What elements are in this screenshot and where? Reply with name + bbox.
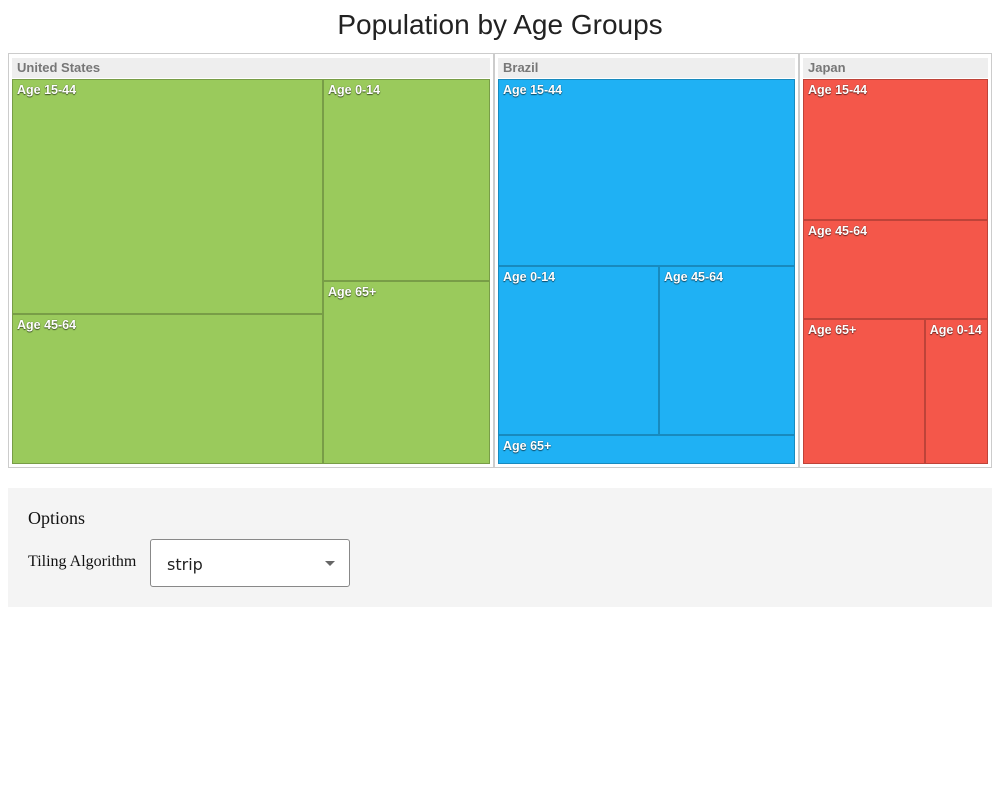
tiling-algorithm-select[interactable]: strip [150, 539, 350, 587]
treemap-tile-label: Age 45-64 [17, 318, 77, 333]
treemap-group-body: Age 15-44 Age 0-14 Age 45-64 Age 65+ [12, 79, 490, 464]
treemap-tile-label: Age 15-44 [808, 83, 868, 97]
treemap-tile[interactable]: Age 45-64 [803, 220, 988, 320]
treemap-tile-label: Age 15-44 [503, 83, 563, 97]
treemap-tile-label: Age 15-44 [17, 83, 77, 97]
treemap-tile-label: Age 0-14 [929, 323, 982, 338]
treemap-tile-label: Age 65+ [503, 439, 552, 454]
treemap-tile-label: Age 45-64 [664, 270, 724, 285]
treemap-tile[interactable]: Age 65+ [322, 281, 490, 464]
treemap-tile-label: Age 65+ [327, 285, 377, 300]
treemap-tile[interactable]: Age 45-64 [12, 314, 323, 464]
treemap-tile-label: Age 0-14 [503, 270, 556, 285]
treemap-tile-label: Age 0-14 [327, 83, 381, 97]
treemap-group-label: Brazil [498, 58, 795, 78]
treemap-tile[interactable]: Age 45-64 [659, 266, 795, 436]
options-panel: Options Tiling Algorithm strip [8, 488, 992, 607]
treemap-group-body: Age 15-44 Age 45-64 Age 65+ Age 0-14 [803, 79, 988, 464]
treemap-tile[interactable]: Age 65+ [803, 319, 925, 464]
treemap-group-japan[interactable]: Japan Age 15-44 Age 45-64 Age 65+ Age 0-14 [799, 53, 992, 468]
treemap-tile[interactable]: Age 0-14 [924, 319, 988, 464]
treemap-group-body: Age 15-44 Age 0-14 Age 45-64 Age 65+ [498, 79, 795, 464]
options-title: Options [28, 508, 86, 528]
treemap-group-label: Japan [803, 58, 988, 78]
treemap-tile[interactable]: Age 15-44 [803, 79, 988, 221]
treemap-chart: United States Age 15-44 Age 0-14 Age 45-64 A… [8, 53, 992, 468]
tiling-algorithm-label: Tiling Algorithm [28, 553, 137, 570]
treemap-tile[interactable]: Age 0-14 [498, 266, 660, 436]
treemap-group-united-states[interactable]: United States Age 15-44 Age 0-14 Age 45-64 A… [8, 53, 494, 468]
treemap-group-label: United States [12, 58, 490, 78]
tiling-algorithm-value: strip [167, 555, 203, 574]
treemap-tile[interactable]: Age 65+ [498, 435, 795, 464]
treemap-group-brazil[interactable]: Brazil Age 15-44 Age 0-14 Age 45-64 Age 65+ [494, 53, 799, 468]
treemap-tile[interactable]: Age 15-44 [12, 79, 323, 315]
chevron-down-icon [325, 561, 335, 566]
treemap-tile[interactable]: Age 0-14 [322, 79, 490, 282]
treemap-tile-label: Age 45-64 [808, 224, 868, 239]
treemap-tile-label: Age 65+ [808, 323, 857, 338]
treemap-tile[interactable]: Age 15-44 [498, 79, 795, 267]
chart-title: Population by Age Groups [337, 9, 663, 40]
